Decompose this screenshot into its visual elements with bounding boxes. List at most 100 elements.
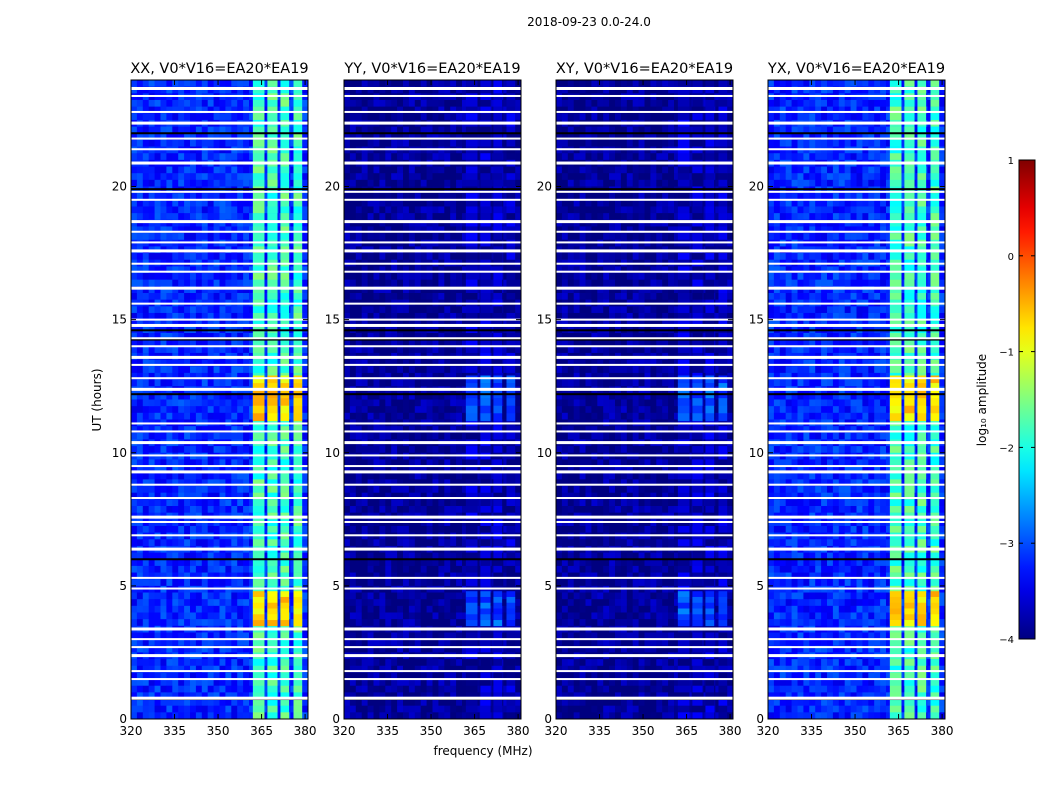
heatmap-cell (142, 472, 149, 480)
heatmap-cell (456, 233, 463, 241)
rfi-cell (267, 506, 278, 513)
heatmap-cell (207, 279, 214, 287)
heatmap-cell (249, 479, 256, 487)
heatmap-cell (462, 199, 469, 207)
rfi-cell (293, 286, 303, 294)
heatmap-cell (249, 632, 256, 640)
heatmap-cell (302, 572, 309, 580)
heatmap-cell (450, 193, 457, 201)
heatmap-cell (249, 233, 256, 241)
heatmap-cell (184, 705, 191, 713)
rfi-cell (252, 645, 265, 653)
heatmap-cell (142, 213, 149, 221)
heatmap-cell (231, 332, 238, 340)
heatmap-cell (373, 253, 380, 261)
heatmap-cell (166, 319, 173, 327)
heatmap-cell (219, 99, 226, 107)
heatmap-cell (249, 286, 256, 294)
heatmap-cell (178, 379, 185, 387)
heatmap-cell (154, 619, 161, 627)
heatmap-cell (503, 233, 510, 241)
heatmap-cell (190, 705, 197, 713)
heatmap-cell (160, 492, 167, 500)
heatmap-cell (201, 506, 208, 513)
heatmap-cell (403, 286, 410, 294)
heatmap-cell (450, 306, 457, 314)
heatmap-cell (373, 293, 380, 300)
heatmap-cell (438, 226, 445, 234)
heatmap-cell (426, 233, 433, 241)
heatmap-cell (420, 346, 427, 354)
heatmap-cell (154, 279, 161, 287)
heatmap-cell (148, 466, 155, 474)
heatmap-cell (131, 406, 138, 414)
heatmap-cell (184, 619, 191, 627)
flagged-line (131, 465, 308, 468)
heatmap-cell (249, 525, 256, 533)
heatmap-cell (131, 379, 138, 387)
heatmap-cell (213, 253, 220, 261)
heatmap-cell (172, 412, 179, 420)
heatmap-cell (379, 86, 386, 94)
heatmap-cell (243, 665, 250, 673)
flagged-line (131, 190, 308, 193)
heatmap-cell (172, 525, 179, 533)
heatmap-cell (213, 672, 220, 680)
heatmap-cell (391, 99, 398, 107)
heatmap-cell (190, 572, 197, 580)
bright-cell (252, 602, 265, 609)
heatmap-cell (166, 486, 173, 493)
heatmap-cell (195, 80, 203, 87)
heatmap-cell (225, 599, 232, 607)
heatmap-cell (178, 559, 185, 567)
heatmap-cell (207, 525, 214, 533)
rfi-cell (252, 486, 265, 493)
heatmap-cell (131, 679, 138, 687)
heatmap-cell (367, 193, 374, 201)
heatmap-cell (160, 80, 167, 87)
heatmap-cell (195, 179, 203, 187)
heatmap-cell (172, 126, 179, 134)
heatmap-cell (432, 273, 439, 280)
rfi-cell (267, 552, 278, 560)
heatmap-cell (195, 359, 203, 367)
heatmap-cell (397, 399, 404, 407)
x-tick-label: 380 (294, 724, 317, 738)
rfi-cell (293, 219, 303, 227)
rfi-cell (280, 705, 290, 713)
heatmap-cell (172, 233, 179, 241)
heatmap-cell (166, 426, 173, 434)
heatmap-cell (184, 612, 191, 620)
heatmap-cell (379, 406, 386, 414)
heatmap-cell (160, 539, 167, 547)
heatmap-cell (184, 86, 191, 94)
heatmap-cell (426, 319, 433, 327)
rfi-cell (267, 126, 278, 134)
heatmap-cell (142, 446, 149, 454)
rfi-cell (252, 572, 265, 580)
heatmap-cell (207, 599, 214, 607)
heatmap-cell (426, 99, 433, 107)
heatmap-cell (225, 359, 232, 367)
heatmap-cell (373, 426, 380, 434)
heatmap-cell (414, 126, 421, 134)
heatmap-cell (503, 266, 510, 274)
heatmap-cell (302, 552, 309, 560)
heatmap-cell (408, 173, 416, 181)
heatmap-cell (462, 193, 469, 201)
rfi-cell (252, 639, 265, 647)
heatmap-cell (391, 226, 398, 234)
heatmap-cell (231, 506, 238, 513)
heatmap-cell (379, 139, 386, 147)
heatmap-cell (219, 459, 226, 467)
rfi-cell (293, 479, 303, 487)
heatmap-cell (391, 86, 398, 94)
heatmap-cell (231, 552, 238, 560)
heatmap-cell (420, 126, 427, 134)
rfi-cell (252, 692, 265, 700)
heatmap-cell (166, 466, 173, 474)
rfi-cell (293, 279, 303, 287)
heatmap-cell (432, 106, 439, 114)
heatmap-cell (178, 499, 185, 507)
heatmap-cell (142, 645, 149, 653)
